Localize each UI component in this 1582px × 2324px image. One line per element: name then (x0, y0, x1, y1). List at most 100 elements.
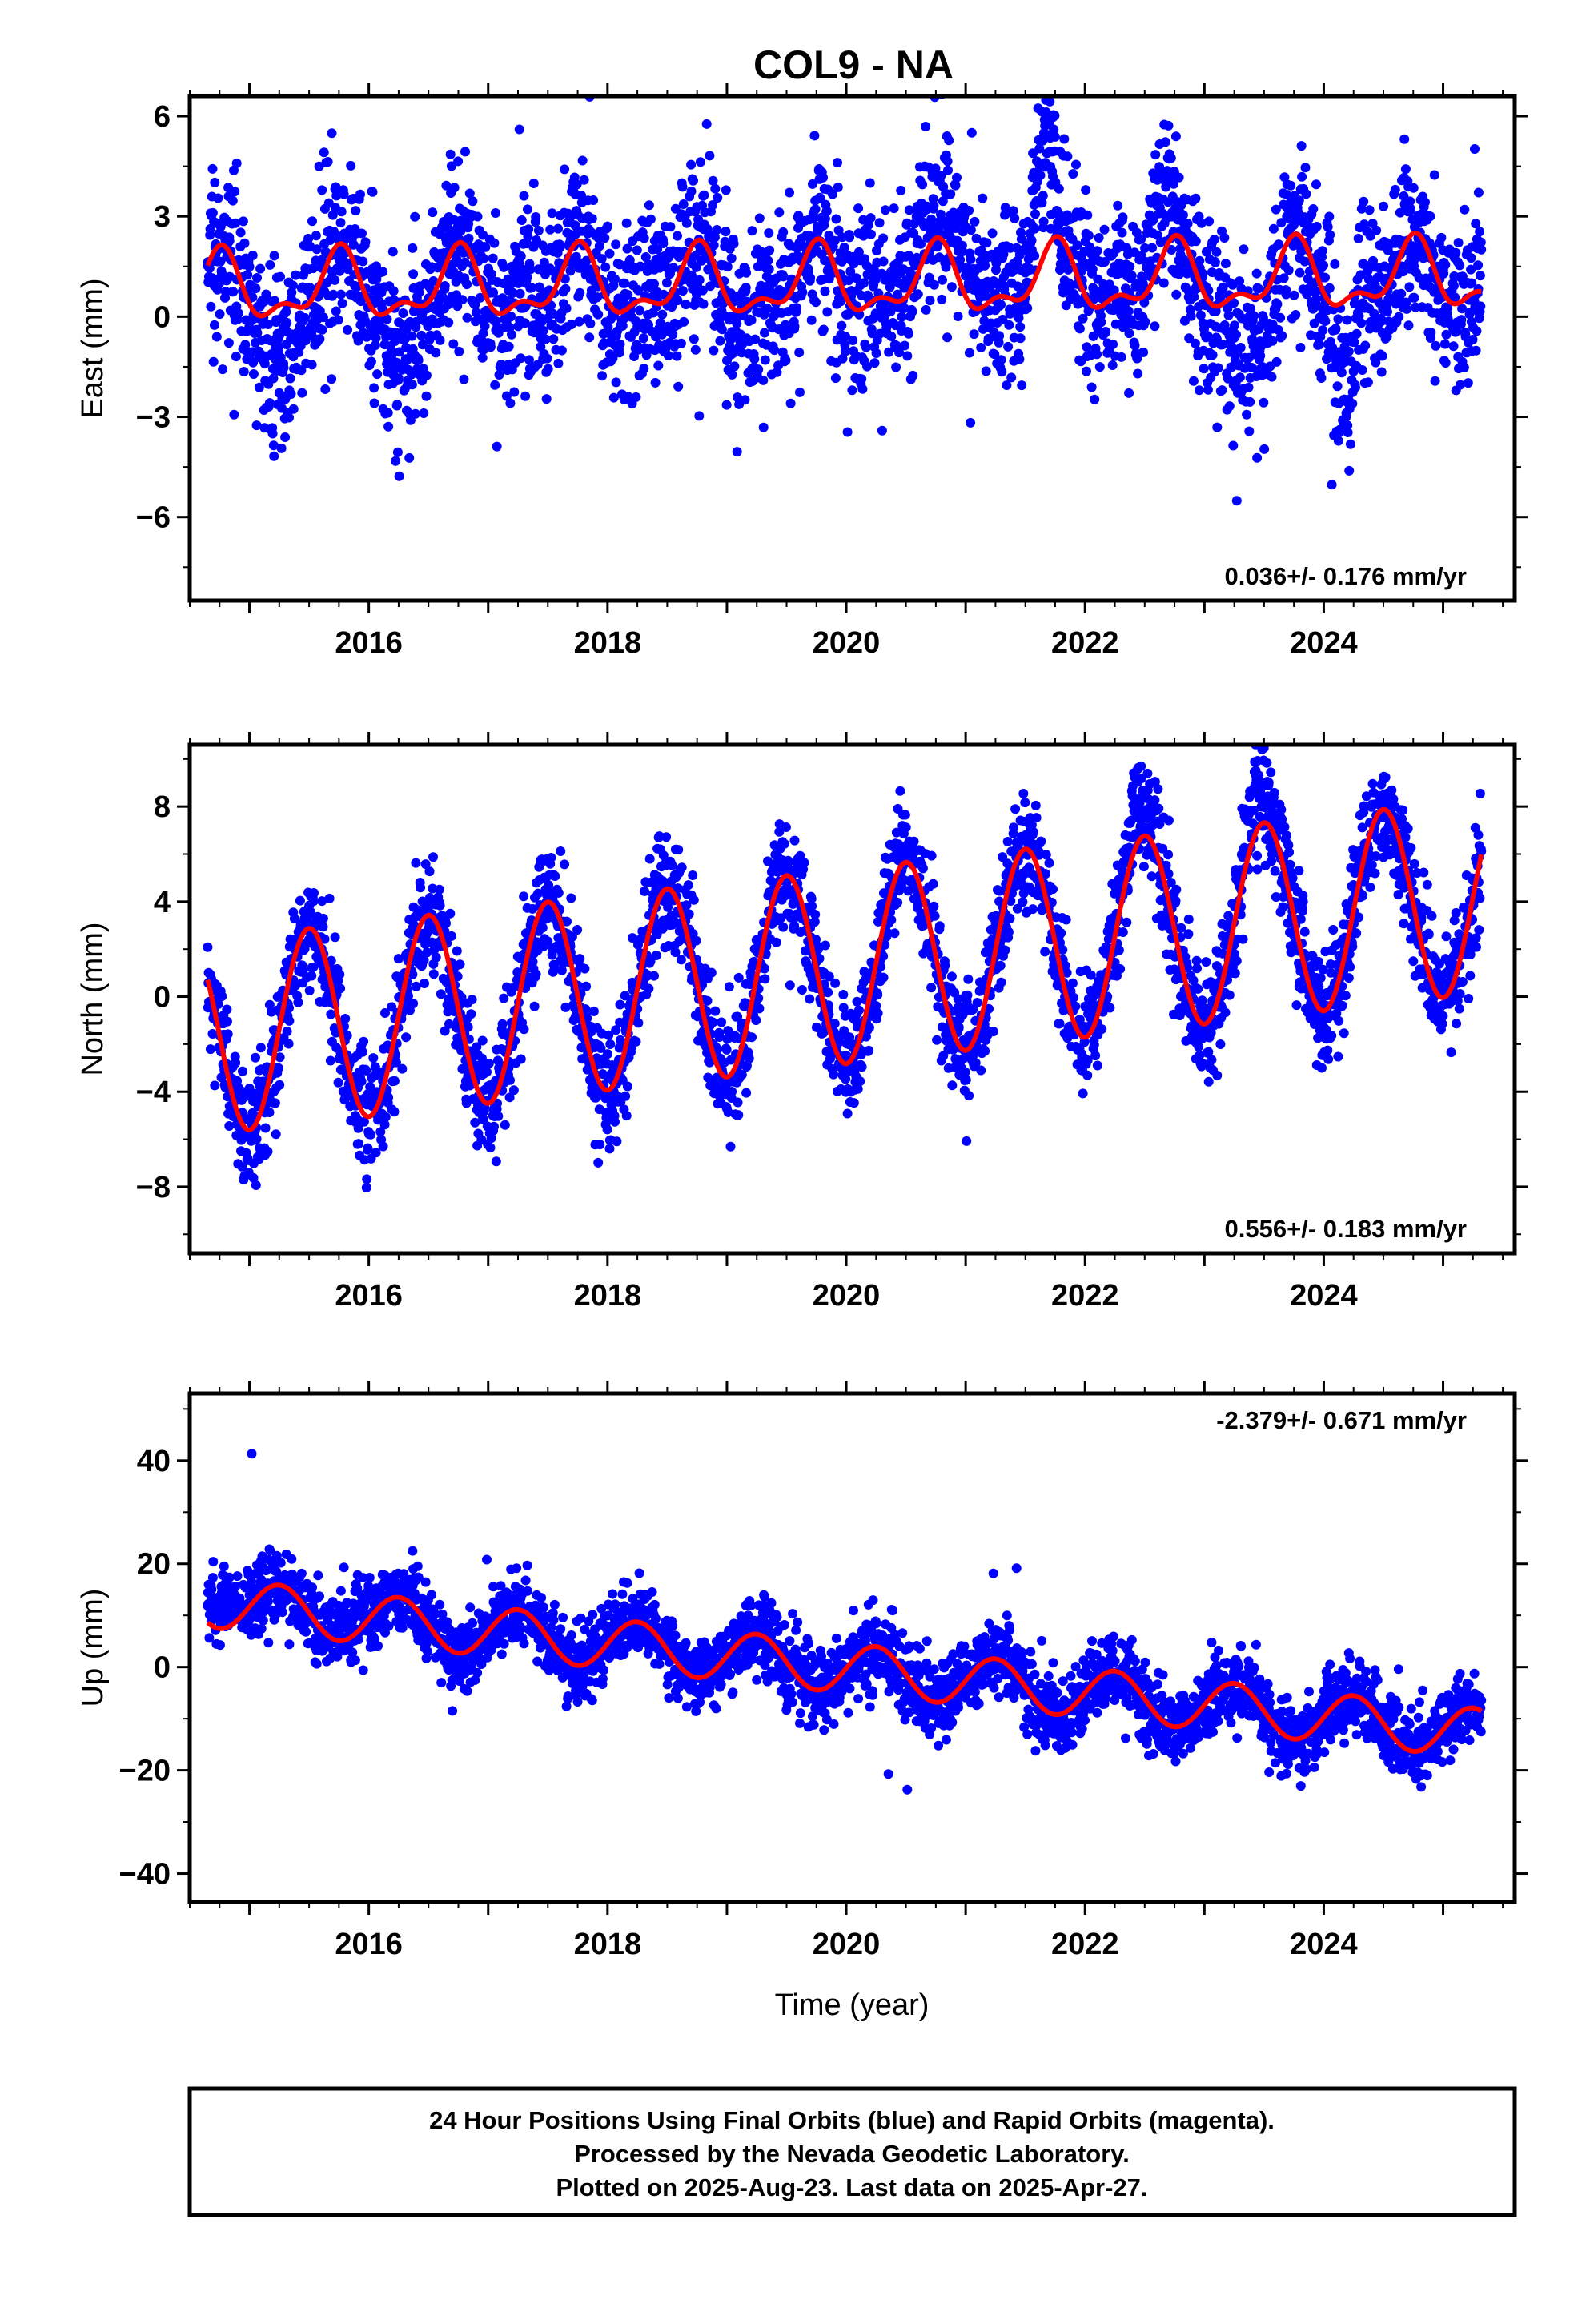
data-point (1166, 153, 1176, 163)
data-point (207, 207, 218, 218)
data-point (1002, 380, 1012, 390)
data-point (1218, 340, 1228, 350)
data-point (1363, 377, 1373, 388)
data-point (307, 216, 317, 227)
data-point (408, 920, 419, 930)
data-point (839, 243, 849, 253)
data-point (507, 329, 516, 340)
data-point (1359, 196, 1369, 207)
data-point (937, 294, 947, 304)
data-point (769, 345, 780, 356)
data-point (1108, 339, 1118, 349)
data-point (441, 918, 451, 928)
data-point (476, 1053, 487, 1063)
data-point (1116, 352, 1126, 362)
data-point (431, 952, 441, 963)
data-point (382, 314, 392, 324)
data-point (550, 18, 560, 27)
data-point (1125, 261, 1135, 271)
data-point (501, 391, 512, 401)
data-point (1276, 218, 1287, 228)
data-point (537, 923, 548, 933)
data-point (410, 211, 420, 222)
data-point (1333, 314, 1343, 324)
data-point (811, 297, 821, 308)
data-point (732, 318, 742, 328)
data-point (467, 995, 477, 1005)
data-point (1420, 197, 1430, 207)
data-point (672, 351, 682, 361)
data-point (525, 264, 536, 275)
data-point (509, 387, 520, 397)
data-point (391, 456, 401, 466)
data-point (792, 303, 801, 313)
data-point (1211, 247, 1222, 257)
data-point (597, 371, 608, 381)
data-point (264, 1108, 275, 1117)
data-point (1456, 380, 1465, 390)
data-point (1475, 271, 1485, 281)
data-point (1203, 331, 1213, 341)
data-point (733, 1110, 744, 1120)
data-point (478, 230, 488, 240)
data-point (307, 971, 317, 981)
data-point (1356, 203, 1367, 214)
data-point (865, 213, 876, 223)
data-point (994, 337, 1004, 348)
data-point (227, 195, 238, 206)
data-point (764, 228, 774, 238)
data-point (516, 1054, 526, 1064)
data-point (889, 203, 899, 214)
data-point (1219, 233, 1230, 243)
data-point (210, 1080, 220, 1091)
data-point (561, 303, 572, 313)
data-point (713, 1044, 723, 1055)
data-point (602, 1124, 612, 1135)
data-point (686, 186, 697, 196)
data-point (1279, 172, 1290, 183)
data-point (308, 896, 319, 907)
data-point (482, 1067, 492, 1077)
data-point (275, 1052, 285, 1063)
data-point (1189, 292, 1199, 302)
data-point (519, 1024, 529, 1035)
data-point (794, 348, 805, 358)
data-point (740, 395, 750, 405)
data-point (717, 324, 727, 335)
data-point (1471, 219, 1481, 229)
data-point (677, 182, 688, 192)
data-point (273, 1063, 283, 1073)
data-point (741, 283, 751, 293)
data-point (1229, 298, 1239, 308)
data-point (820, 214, 830, 224)
data-point (540, 334, 551, 344)
data-point (225, 271, 235, 282)
data-point (657, 309, 668, 320)
data-point (981, 366, 991, 376)
data-point (789, 321, 800, 332)
data-point (337, 298, 347, 308)
data-point (533, 888, 544, 899)
data-point (463, 1022, 473, 1032)
data-point (1030, 209, 1040, 219)
data-point (805, 273, 816, 283)
data-point (1242, 409, 1252, 420)
data-point (781, 356, 791, 365)
data-point (233, 308, 243, 318)
data-point (1038, 135, 1048, 146)
data-point (335, 289, 346, 300)
data-point (1243, 352, 1254, 363)
data-point (725, 335, 736, 345)
data-point (1041, 107, 1051, 117)
data-point (468, 196, 478, 207)
data-point (519, 891, 529, 902)
data-point (497, 1019, 508, 1029)
data-point (297, 388, 307, 398)
data-point (316, 255, 327, 265)
data-point (315, 334, 325, 344)
data-point (367, 187, 378, 197)
data-point (380, 1112, 391, 1122)
data-point (300, 313, 310, 323)
data-point (1016, 234, 1026, 244)
